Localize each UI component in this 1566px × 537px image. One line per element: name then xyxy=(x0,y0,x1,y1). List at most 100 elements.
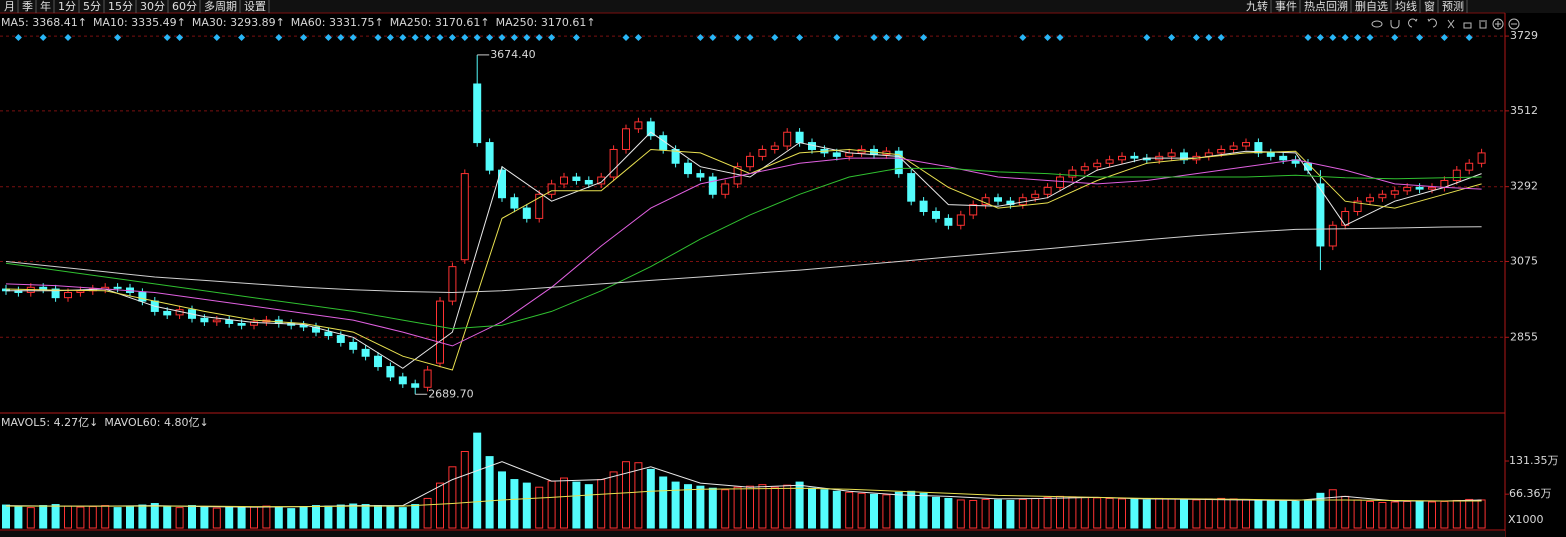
candle-body xyxy=(1366,197,1374,202)
signal-diamond xyxy=(498,34,506,41)
lock-icon[interactable] xyxy=(1463,22,1472,29)
signal-diamond xyxy=(1341,34,1349,41)
signal-diamond xyxy=(548,34,556,41)
candle-body xyxy=(1068,169,1077,178)
candle-body xyxy=(361,348,370,357)
toolbar-button[interactable]: 均线 xyxy=(1395,0,1417,13)
toolbar-tab[interactable]: 设置 xyxy=(244,0,266,13)
volume-bar xyxy=(1093,497,1102,529)
signal-diamond xyxy=(709,34,717,41)
signal-diamond xyxy=(349,34,357,41)
cut-icon[interactable] xyxy=(1447,19,1455,29)
toolbar-button[interactable]: 删自选 xyxy=(1355,0,1388,13)
candle-body xyxy=(696,173,705,178)
undo-icon[interactable] xyxy=(1408,18,1418,28)
signal-diamond xyxy=(411,34,419,41)
signal-diamond xyxy=(461,34,469,41)
volume-bar xyxy=(1353,499,1362,529)
volume-bar xyxy=(1403,500,1412,529)
candle-body xyxy=(795,131,804,144)
annotation-label: 3674.40 xyxy=(490,48,536,61)
volume-bar xyxy=(1304,499,1312,529)
zoom-in-plus[interactable] xyxy=(1495,21,1501,27)
volume-bar xyxy=(547,480,556,529)
y-tick-label: 3075 xyxy=(1510,254,1538,267)
volume-bar xyxy=(1316,492,1325,529)
volume-bar xyxy=(1155,497,1164,529)
candle-body xyxy=(1105,159,1114,164)
toolbar-tab[interactable]: 60分 xyxy=(172,0,197,13)
candle-body xyxy=(336,335,345,343)
toolbar-button[interactable]: 预测 xyxy=(1442,0,1464,13)
volume-bar xyxy=(1477,499,1486,529)
volume-bar xyxy=(1142,499,1151,529)
toolbar-tab[interactable]: 季 xyxy=(22,0,33,13)
volume-bar xyxy=(1018,498,1027,529)
volume-bar xyxy=(473,432,482,529)
volume-bar xyxy=(76,506,85,529)
toolbar-button[interactable]: 热点回溯 xyxy=(1304,0,1348,13)
toolbar-tab[interactable]: 5分 xyxy=(83,0,101,13)
volume-bar xyxy=(1192,499,1201,529)
volume-bar xyxy=(88,506,97,529)
toolbar-tab[interactable]: 月 xyxy=(4,0,15,13)
candle-body xyxy=(832,152,841,157)
candle-body xyxy=(299,324,308,328)
toolbar-button[interactable]: 事件 xyxy=(1275,0,1297,13)
volume-bar xyxy=(1180,498,1188,529)
volume-bar xyxy=(956,499,965,529)
toolbar-tab[interactable]: 1分 xyxy=(58,0,76,13)
volume-bar xyxy=(894,491,903,529)
candle-body xyxy=(535,193,544,219)
legend-arrow: ↑ xyxy=(586,16,595,29)
zoom-in-icon[interactable] xyxy=(1492,18,1504,30)
volume-bar xyxy=(808,487,816,529)
candle-body xyxy=(919,200,928,212)
signal-diamond xyxy=(634,34,642,41)
zoom-out[interactable] xyxy=(1508,18,1520,30)
legend-label: MA250: 3170.61 xyxy=(496,16,587,29)
volume-bar xyxy=(820,489,829,529)
candle-body xyxy=(1279,155,1288,161)
candle-body xyxy=(1242,142,1250,147)
volume-bar xyxy=(1291,500,1300,529)
candle-body xyxy=(498,169,506,199)
toolbar-bg xyxy=(0,0,1566,13)
toolbar-button[interactable]: 九转 xyxy=(1246,0,1268,13)
volume-bar xyxy=(1105,497,1114,529)
volume-bar xyxy=(944,497,953,529)
toolbar-tab[interactable]: 15分 xyxy=(108,0,133,13)
legend-arrow: ↑ xyxy=(374,16,383,29)
volume-ma-line xyxy=(5,461,1482,508)
candle-body xyxy=(1217,148,1226,154)
delete-icon[interactable] xyxy=(1479,20,1487,29)
volume-bar xyxy=(113,507,122,529)
candle-body xyxy=(473,83,482,144)
candle-body xyxy=(460,173,469,261)
candle-body xyxy=(398,376,407,385)
candle-body xyxy=(560,176,568,185)
toolbar-tab[interactable]: 多周期 xyxy=(204,0,237,13)
ma-line xyxy=(5,157,1482,347)
volume-bar xyxy=(101,505,110,529)
volume-bar xyxy=(411,504,420,529)
redo-icon[interactable] xyxy=(1427,18,1437,28)
signal-diamond xyxy=(238,34,246,41)
toolbar-tab[interactable]: 30分 xyxy=(140,0,165,13)
chart-tools[interactable] xyxy=(1371,18,1504,30)
magnet-icon[interactable] xyxy=(1390,20,1400,29)
signal-diamond xyxy=(64,34,72,41)
candle-body xyxy=(312,326,320,333)
candle-body xyxy=(1080,166,1089,171)
toolbar-tab[interactable]: 年 xyxy=(40,0,51,13)
signal-diamond xyxy=(1205,34,1213,41)
eye-icon[interactable] xyxy=(1371,20,1383,28)
volume-bar xyxy=(200,506,209,529)
signal-diamond xyxy=(1440,34,1448,41)
toolbar-button[interactable]: 窗 xyxy=(1424,0,1435,13)
volume-bar xyxy=(882,494,891,529)
zoom-out-icon[interactable] xyxy=(1508,18,1520,30)
volume-bar xyxy=(274,507,283,529)
signal-diamond xyxy=(275,34,283,41)
legend-arrow: ↑ xyxy=(480,16,489,29)
